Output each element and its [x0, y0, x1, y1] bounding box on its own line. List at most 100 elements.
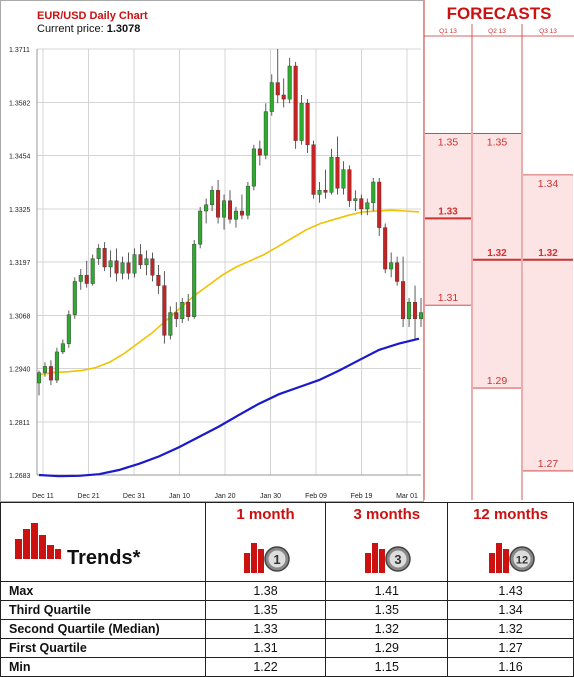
- candle-body: [216, 190, 221, 218]
- candle-body: [383, 227, 388, 270]
- x-tick-label: Dec 21: [77, 493, 99, 500]
- candle-body: [198, 210, 203, 245]
- forecast-panel: Q1 13 Q2 13 Q3 13 1.35 1.33 1.31 1.35 1.32 1.29 1…: [423, 0, 574, 502]
- price-chart-svg: 1.2683 1.2811 1.2940 1.3068 1.3197 1.3325 1.34…: [9, 47, 424, 500]
- candle-body: [353, 198, 358, 201]
- row-value: 1.29: [325, 638, 449, 658]
- table-row: First Quartile 1.31 1.29 1.27: [0, 638, 574, 658]
- trends-header-label: 12 months: [473, 506, 549, 523]
- candle-body: [132, 254, 137, 274]
- bar-chart-badge-3-icon: 3: [364, 543, 411, 573]
- candle-body: [48, 366, 53, 381]
- row-value: 1.43: [447, 581, 574, 601]
- row-value: 1.35: [204, 600, 327, 620]
- candle-body: [329, 156, 334, 193]
- trends-header-row: Trends* 1 month 1: [0, 502, 574, 582]
- candle-body: [401, 281, 406, 319]
- current-price-label: Current price:: [37, 23, 104, 35]
- candle-body: [108, 260, 113, 268]
- candle-body: [204, 204, 209, 212]
- candle-body: [311, 144, 316, 195]
- y-tick-label: 1.3197: [9, 260, 31, 267]
- candle-body: [245, 185, 250, 216]
- x-tick-label: Dec 11: [32, 493, 54, 500]
- candle-body: [287, 65, 292, 100]
- chart-title: EUR/USD Daily Chart: [37, 10, 148, 22]
- y-tick-label: 1.2811: [9, 420, 30, 427]
- row-value: 1.31: [204, 638, 327, 658]
- row-value: 1.16: [447, 657, 574, 677]
- candle-body: [96, 248, 101, 259]
- badge-digit: 12: [515, 555, 527, 567]
- badge-digit: 1: [273, 552, 280, 567]
- candle-body: [84, 275, 89, 284]
- candle-body: [54, 351, 59, 381]
- candle-body: [42, 366, 47, 373]
- candle-body: [263, 111, 268, 156]
- row-value: 1.22: [204, 657, 327, 677]
- candle-body: [269, 82, 274, 112]
- trends-header-label: 1 month: [236, 506, 295, 523]
- candle-body: [174, 312, 179, 319]
- trends-header-1-month: 1 month 1: [204, 502, 327, 582]
- forecast-value-label: 1.35: [487, 136, 508, 148]
- table-row: Max 1.38 1.41 1.43: [0, 581, 574, 601]
- candle-body: [90, 258, 95, 284]
- forecast-value-label: 1.27: [538, 458, 559, 470]
- row-value: 1.27: [447, 638, 574, 658]
- table-row: Second Quartile (Median) 1.33 1.32 1.32: [0, 619, 574, 639]
- row-value: 1.15: [325, 657, 449, 677]
- row-label: Second Quartile (Median): [0, 619, 206, 639]
- row-label: Max: [0, 581, 206, 601]
- candle-body: [227, 200, 232, 220]
- candle-body: [210, 190, 215, 206]
- candle-body: [102, 248, 107, 268]
- candle-body: [293, 65, 298, 141]
- x-tick-label: Jan 30: [260, 493, 281, 500]
- trends-title: Trends*: [67, 547, 141, 569]
- candle-body: [180, 301, 185, 319]
- candle-body: [144, 258, 149, 266]
- moving-average-short: [38, 209, 420, 376]
- y-tick-label: 1.3454: [9, 154, 31, 161]
- candle-body: [168, 312, 173, 336]
- candle-body: [305, 103, 310, 145]
- candle-body: [371, 181, 376, 203]
- y-tick-label: 1.2940: [9, 367, 31, 374]
- forecast-value-label: 1.29: [487, 375, 508, 387]
- y-tick-label: 1.3068: [9, 313, 31, 320]
- x-tick-label: Dec 31: [123, 493, 145, 500]
- y-tick-label: 1.3325: [9, 207, 31, 214]
- row-value: 1.33: [204, 619, 327, 639]
- row-value: 1.32: [325, 619, 449, 639]
- candle-body: [275, 82, 280, 96]
- candle-body: [365, 202, 370, 210]
- trends-header-label: 3 months: [353, 506, 421, 523]
- candle-body: [341, 169, 346, 189]
- forecast-value-label: 1.32: [487, 248, 507, 259]
- table-row: Third Quartile 1.35 1.35 1.34: [0, 600, 574, 620]
- moving-average-long: [38, 337, 420, 478]
- candle-body: [114, 260, 119, 274]
- forecast-value-label: 1.33: [438, 206, 458, 217]
- candle-body: [257, 148, 262, 156]
- candle-body: [72, 281, 77, 315]
- candle-body: [192, 243, 197, 317]
- candle-body: [407, 301, 412, 319]
- candle-body: [233, 210, 238, 220]
- forecast-panel-svg: Q1 13 Q2 13 Q3 13 1.35 1.33 1.31 1.35 1.32 1.29 1…: [423, 0, 574, 500]
- row-value: 1.35: [325, 600, 449, 620]
- row-label: First Quartile: [0, 638, 206, 658]
- candle-body: [138, 254, 143, 266]
- x-tick-label: Mar 01: [396, 493, 418, 500]
- candle-body: [323, 190, 328, 193]
- trends-table: Trends* 1 month 1: [0, 502, 574, 677]
- forecast-value-label: 1.35: [438, 136, 459, 148]
- forecast-value-label: 1.34: [538, 178, 559, 190]
- candle-body: [389, 262, 394, 270]
- forecast-band: [523, 174, 573, 471]
- candle-body: [156, 275, 161, 286]
- trends-header-12-months: 12 months 12: [447, 502, 574, 582]
- row-value: 1.38: [204, 581, 327, 601]
- x-tick-label: Feb 09: [305, 493, 327, 500]
